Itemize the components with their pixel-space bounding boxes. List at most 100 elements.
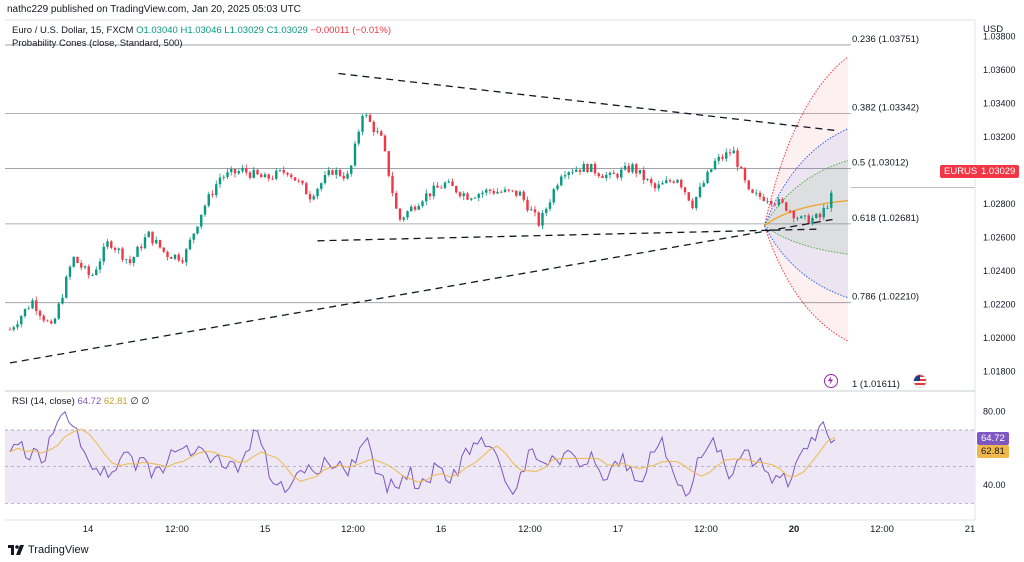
candle-body: [346, 173, 349, 179]
candle-body: [781, 199, 784, 203]
candle-body: [338, 169, 342, 176]
candle-body: [612, 172, 615, 174]
candle-body: [668, 180, 672, 182]
candle-body: [443, 182, 447, 189]
cone-2sd-upper: [764, 128, 849, 226]
candle-body: [215, 184, 218, 195]
candle-body: [608, 172, 612, 175]
candle-body: [222, 176, 225, 178]
symbol-description[interactable]: Euro / U.S. Dollar, 15, FXCM: [12, 25, 134, 36]
candle-body: [560, 176, 563, 186]
candle-body: [762, 196, 765, 202]
candle-body: [638, 169, 642, 174]
symbol-badge: EURUSD: [940, 165, 989, 178]
candle-body: [571, 171, 574, 173]
price-badge: 1.03029: [977, 165, 1020, 178]
candle-body: [578, 169, 582, 172]
fib-level-label: 1 (1.01611): [852, 379, 900, 390]
candle-body: [702, 183, 705, 187]
candle-body: [98, 261, 102, 270]
candle-body: [162, 247, 165, 252]
candle-body: [473, 197, 477, 199]
candle-body: [368, 115, 372, 122]
candle-body: [815, 213, 818, 218]
candle-body: [713, 160, 717, 170]
rsi-tick-label: 80.00: [983, 407, 1006, 417]
candle-body: [590, 163, 593, 173]
candle-body: [383, 135, 387, 152]
candle-body: [451, 181, 454, 187]
candle-body: [27, 308, 30, 310]
price-tick-label: 1.01800: [983, 366, 1016, 376]
candle-body: [170, 257, 173, 259]
candle-body: [822, 207, 825, 218]
cone-2sd-fill: [764, 128, 848, 298]
candle-body: [601, 176, 604, 178]
rsi-ma-line: [9, 428, 836, 483]
candle-body: [672, 181, 675, 183]
candle-body: [188, 239, 192, 250]
candle-body: [428, 193, 432, 197]
candle-body: [395, 193, 398, 209]
candle-body: [278, 170, 282, 171]
candle-body: [256, 169, 259, 175]
candle-body: [68, 266, 72, 277]
candle-body: [271, 178, 274, 180]
indicator-label[interactable]: Probability Cones (close, Standard, 500): [12, 38, 183, 49]
candle-body: [286, 172, 289, 175]
candle-body: [695, 196, 698, 209]
price-tick-label: 1.03400: [983, 99, 1016, 109]
time-tick-label: 20: [789, 524, 800, 535]
candle-body: [515, 190, 518, 196]
time-tick-label: 12:00: [518, 524, 542, 535]
fib-level-label: 0.618 (1.02681): [852, 213, 919, 224]
rsi-label[interactable]: RSI (14, close): [12, 396, 75, 407]
candle-body: [252, 169, 255, 178]
candle-body: [275, 170, 278, 179]
candle-body: [42, 315, 45, 321]
candle-body: [698, 186, 702, 197]
candle-body: [282, 170, 285, 173]
ohlc-change: −0.00011 (−0.01%): [310, 25, 392, 36]
candle-body: [380, 131, 383, 136]
currency-label: USD: [983, 24, 1004, 35]
candle-body: [635, 164, 638, 174]
candle-body: [83, 266, 87, 268]
rsi-extra-1: ∅: [130, 396, 139, 407]
candle-body: [166, 251, 169, 258]
publisher-text: nathc229 published on TradingView.com, J…: [7, 4, 301, 15]
candle-body: [732, 150, 735, 154]
candle-body: [447, 181, 450, 183]
candle-body: [185, 249, 188, 263]
us-flag-icon[interactable]: [913, 374, 927, 388]
candle-body: [76, 256, 79, 264]
time-tick-label: 12:00: [694, 524, 718, 535]
candle-body: [308, 194, 312, 200]
candle-body: [155, 239, 158, 244]
candle-body: [642, 169, 645, 180]
chart-legend[interactable]: Euro / U.S. Dollar, 15, FXCM O1.03040 H1…: [12, 24, 391, 50]
tradingview-brand[interactable]: TradingView: [8, 544, 89, 556]
rsi-value-badge-text: 64.72: [981, 433, 1005, 444]
candle-body: [586, 163, 589, 173]
candle-body: [552, 189, 555, 203]
candle-body: [466, 193, 469, 200]
lightning-icon[interactable]: [824, 374, 838, 388]
candle-body: [425, 193, 428, 202]
cone-1sd-upper: [764, 160, 849, 226]
trendline-rising-support: [9, 218, 836, 364]
candle-body: [470, 198, 473, 200]
candle-body: [436, 185, 439, 188]
price-tick-label: 1.02200: [983, 299, 1016, 309]
candle-body: [147, 231, 150, 238]
candle-body: [117, 248, 120, 250]
candle-body: [676, 179, 679, 183]
time-tick-label: 15: [260, 524, 271, 535]
candle-body: [477, 194, 480, 198]
rsi-legend[interactable]: RSI (14, close) 64.72 62.81 ∅ ∅: [12, 396, 150, 407]
candle-body: [788, 210, 792, 212]
candle-body: [533, 209, 537, 213]
candle-body: [38, 311, 42, 316]
candle-body: [327, 170, 330, 176]
